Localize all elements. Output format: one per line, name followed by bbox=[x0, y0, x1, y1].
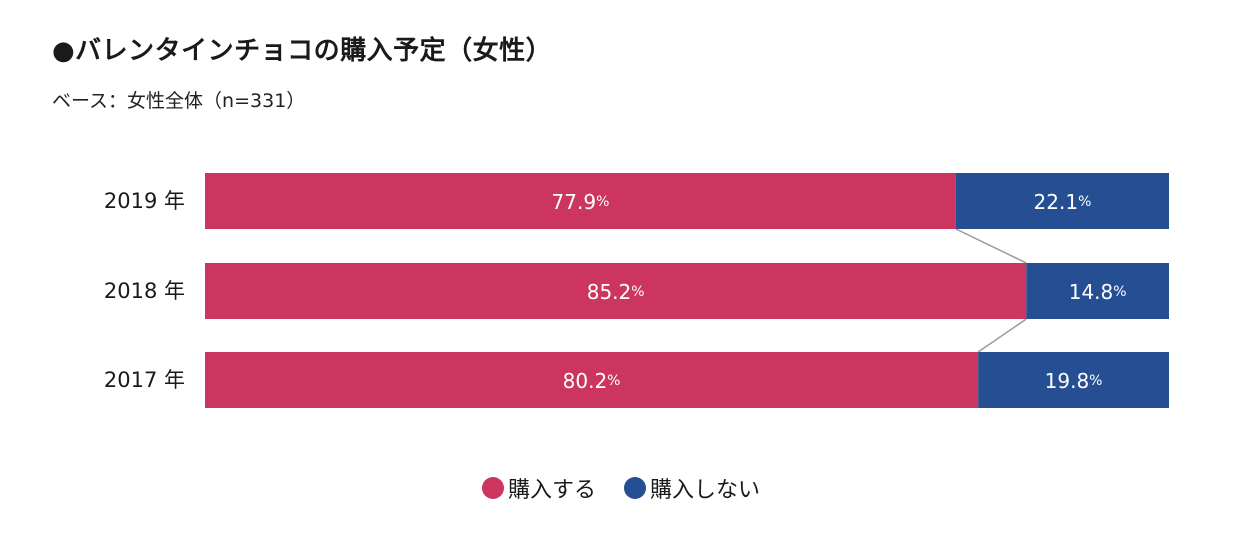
data-label: 14.8% bbox=[1069, 280, 1127, 304]
legend-label-not-buy: 購入しない bbox=[650, 478, 761, 503]
chart-title: ●バレンタインチョコの購入予定（女性） bbox=[52, 36, 553, 66]
bar-segment-buy bbox=[205, 263, 1027, 319]
legend: 購入する 購入しない bbox=[0, 472, 1242, 504]
data-label: 80.2% bbox=[563, 369, 621, 393]
data-label: 77.9% bbox=[552, 190, 610, 214]
bar-segment-not-buy bbox=[1026, 263, 1169, 319]
bar-segment-not-buy bbox=[978, 352, 1169, 408]
bar-segment-buy bbox=[205, 352, 979, 408]
legend-label-buy: 購入する bbox=[507, 478, 596, 503]
category-label: 2018 年 bbox=[104, 279, 185, 303]
legend-swatch-buy bbox=[481, 477, 504, 499]
data-label: 19.8% bbox=[1045, 369, 1103, 393]
category-label: 2019 年 bbox=[104, 189, 185, 213]
legend-item-not-buy: 購入しない bbox=[624, 472, 760, 504]
legend-item-buy: 購入する bbox=[481, 472, 596, 504]
bar-segment-buy bbox=[205, 173, 956, 229]
data-label: 22.1% bbox=[1034, 190, 1092, 214]
bar-segment-not-buy bbox=[955, 173, 1169, 229]
data-label: 85.2% bbox=[587, 280, 645, 304]
legend-swatch-not-buy bbox=[624, 477, 646, 499]
chart-subtitle: ベース：女性全体（n=331） bbox=[52, 90, 306, 112]
connector-line bbox=[977, 318, 1027, 353]
category-label: 2017 年 bbox=[104, 368, 185, 392]
connector-line bbox=[955, 228, 1027, 264]
